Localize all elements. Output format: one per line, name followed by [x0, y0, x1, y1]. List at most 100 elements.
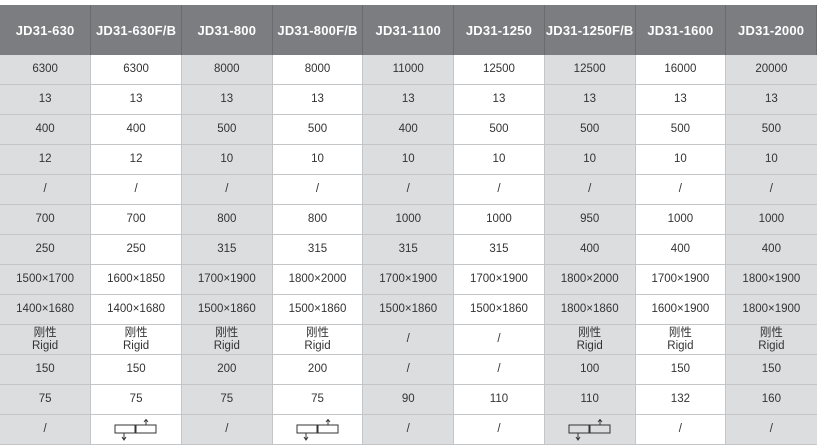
table-cell: /: [180, 414, 273, 445]
table-cell: 16000: [634, 55, 727, 85]
cell-line: 刚性: [215, 326, 239, 339]
table-cell: 1800×1900: [725, 294, 817, 325]
table-cell: /: [453, 414, 545, 445]
table-cell: 刚性 Rigid: [271, 324, 364, 355]
table-row: 1500×1700 1600×1850 1700×1900 1800×2000 1700…: [0, 264, 817, 295]
table-cell: 刚性 Rigid: [543, 324, 636, 355]
table-cell: 800: [180, 204, 273, 235]
table-row: 250 250 315 315 315 315 400 400 400: [0, 234, 817, 265]
table-cell: /: [362, 414, 455, 445]
table-cell: 400: [0, 114, 92, 145]
table-cell: 200: [180, 354, 273, 385]
table-row: / / / / / / / / /: [0, 174, 817, 205]
cell-line: Rigid: [576, 339, 603, 352]
sliding-bolster-icon: [91, 418, 181, 441]
table-cell: 13: [180, 84, 273, 115]
table-cell: 刚性 Rigid: [634, 324, 727, 355]
table-cell: 250: [0, 234, 92, 265]
table-cell: 1000: [634, 204, 727, 235]
table-cell: 12500: [453, 55, 545, 85]
table-cell: 500: [634, 114, 727, 145]
table-cell: 13: [725, 84, 817, 115]
cell-line: Rigid: [758, 339, 785, 352]
table-cell: 刚性 Rigid: [725, 324, 817, 355]
table-row: 700 700 800 800 1000 1000 950 1000 1000: [0, 204, 817, 235]
table-cell: /: [271, 174, 364, 205]
table-cell: 400: [90, 114, 182, 145]
table-cell: 1000: [725, 204, 817, 235]
table-cell: 1500×1860: [180, 294, 273, 325]
table-cell: 160: [725, 384, 817, 415]
table-cell: /: [453, 324, 545, 355]
table-cell: 500: [271, 114, 364, 145]
table-cell: 315: [453, 234, 545, 265]
table-cell: 8000: [180, 55, 273, 85]
table-row: 1400×1680 1400×1680 1500×1860 1500×1860 1500…: [0, 294, 817, 325]
table-cell: /: [362, 174, 455, 205]
sliding-bolster-icon: [545, 418, 635, 441]
table-cell: 10: [453, 144, 545, 175]
table-row: / / / / / /: [0, 414, 817, 445]
table-cell: 13: [90, 84, 182, 115]
table-cell: 1700×1900: [180, 264, 273, 295]
table-cell: 250: [90, 234, 182, 265]
table-cell: 10: [271, 144, 364, 175]
table-cell: 12: [0, 144, 92, 175]
column-header: JD31-2000: [725, 5, 817, 55]
table-cell: /: [90, 174, 182, 205]
table-cell: 200: [271, 354, 364, 385]
column-header: JD31-1100: [362, 5, 455, 55]
table-cell: 刚性 Rigid: [0, 324, 92, 355]
table-cell: 315: [271, 234, 364, 265]
table-cell: 13: [453, 84, 545, 115]
table-cell: 500: [543, 114, 636, 145]
table-cell: 10: [543, 144, 636, 175]
table-cell: 1500×1860: [362, 294, 455, 325]
table-cell: /: [634, 174, 727, 205]
table-cell: 刚性 Rigid: [180, 324, 273, 355]
spec-table: JD31-630 JD31-630F/B JD31-800 JD31-800F/B JD…: [0, 5, 817, 445]
table-cell: 20000: [725, 55, 817, 85]
table-cell: 500: [725, 114, 817, 145]
table-cell: 1800×2000: [271, 264, 364, 295]
table-cell: 90: [362, 384, 455, 415]
table-cell: /: [725, 414, 817, 445]
table-cell: 1500×1860: [453, 294, 545, 325]
table-cell: 1600×1850: [90, 264, 182, 295]
table-cell: 950: [543, 204, 636, 235]
table-cell: 1800×1860: [543, 294, 636, 325]
table-cell: 1600×1900: [634, 294, 727, 325]
cell-line: 刚性: [759, 326, 783, 339]
table-cell: 11000: [362, 55, 455, 85]
table-row: 75 75 75 75 90 110 110 132 160: [0, 384, 817, 415]
column-header: JD31-800F/B: [272, 5, 364, 55]
cell-line: Rigid: [122, 339, 150, 352]
table-cell: 13: [271, 84, 364, 115]
column-header: JD31-630: [0, 5, 92, 55]
table-cell: 1400×1680: [90, 294, 182, 325]
table-cell: 150: [0, 354, 92, 385]
table-cell: 10: [362, 144, 455, 175]
table-cell: [271, 414, 364, 445]
table-cell: 1000: [453, 204, 545, 235]
table-cell: 400: [362, 114, 455, 145]
table-cell: 400: [725, 234, 817, 265]
table-cell: /: [453, 354, 545, 385]
header-row: JD31-630 JD31-630F/B JD31-800 JD31-800F/B JD…: [0, 5, 817, 55]
table-cell: 1000: [362, 204, 455, 235]
cell-line: 刚性: [124, 326, 148, 339]
table-cell: 10: [634, 144, 727, 175]
sliding-bolster-icon: [273, 418, 363, 441]
table-cell: 75: [180, 384, 273, 415]
cell-line: 刚性: [578, 326, 602, 339]
table-cell: 1700×1900: [362, 264, 455, 295]
table-row: 150 150 200 200//100 150 150: [0, 354, 817, 385]
table-cell: 1500×1700: [0, 264, 92, 295]
table-cell: 1800×2000: [543, 264, 636, 295]
table-row: 13 13 13 13 13 13 13 13 13: [0, 84, 817, 115]
table-row: 刚性 Rigid 刚性 Rigid 刚性 Rigid 刚性 Rigid / / 刚性 Rigid 刚性 R…: [0, 324, 817, 355]
table-cell: [543, 414, 636, 445]
cell-line: 刚性: [668, 326, 692, 339]
cell-line: 刚性: [306, 326, 330, 339]
cell-line: 刚性: [33, 326, 57, 339]
